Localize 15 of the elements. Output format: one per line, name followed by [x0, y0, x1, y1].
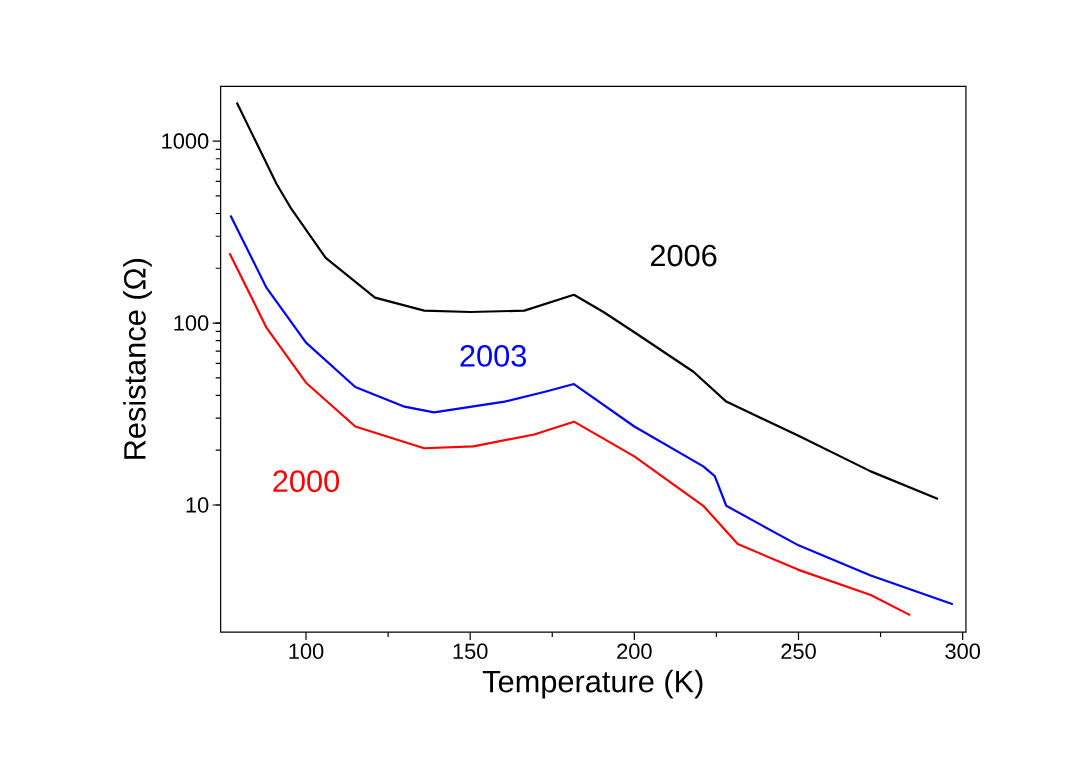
- series-label: 2003: [460, 344, 527, 367]
- y-tick-label: 10: [186, 497, 209, 513]
- y-axis-title: Resistance (Ω): [123, 258, 152, 459]
- y-tick-label: 1000: [162, 133, 209, 149]
- x-tick-label: 100: [289, 643, 324, 659]
- x-axis-title: Temperature (K): [482, 669, 703, 699]
- x-tick-label: 200: [617, 643, 652, 659]
- text: 2006: [650, 244, 717, 267]
- x-tick-label: 250: [781, 643, 816, 659]
- x-tick-label: 150: [453, 643, 488, 659]
- x-tick-label: 300: [945, 643, 981, 659]
- line-series: [235, 101, 940, 500]
- y-tick-label: 100: [174, 315, 209, 331]
- series-label: 2000: [273, 470, 340, 493]
- line-series: [229, 214, 954, 606]
